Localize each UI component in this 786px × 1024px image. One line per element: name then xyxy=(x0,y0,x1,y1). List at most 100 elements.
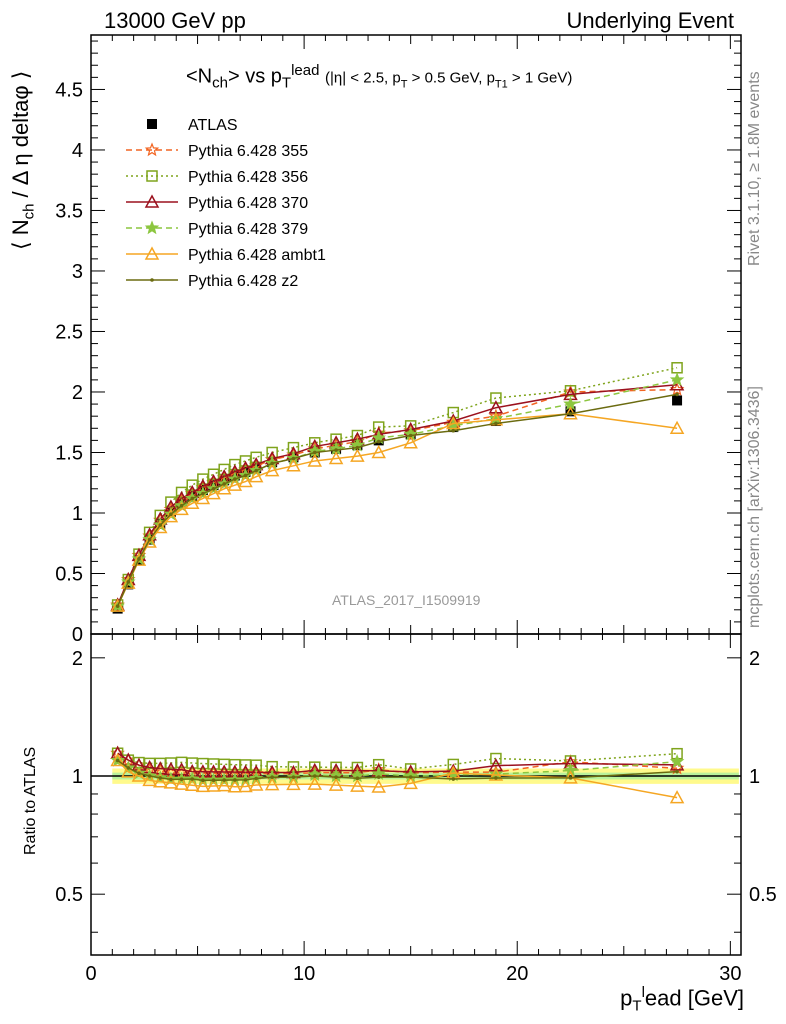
xlabel-sub: T xyxy=(632,997,642,1015)
data-point-ambt1 xyxy=(669,420,685,435)
title-cuts-sub1: T xyxy=(400,78,408,91)
data-point-z2 xyxy=(568,411,573,416)
x-tick-label: 20 xyxy=(506,963,528,985)
ratio-point-z2 xyxy=(179,777,184,781)
data-point-z2 xyxy=(243,473,248,478)
title-sup: lead xyxy=(291,62,320,79)
series-line-ambt1 xyxy=(116,413,678,607)
ratio-point-ambt1 xyxy=(216,778,232,792)
data-point-z2 xyxy=(355,445,360,450)
main-y-tick-label: 1.5 xyxy=(55,442,83,464)
data-point-ambt1 xyxy=(238,473,253,488)
ratio-point-ambt1 xyxy=(371,779,386,793)
header-left: 13000 GeV pp xyxy=(104,8,246,33)
ratio-point-ambt1 xyxy=(307,776,323,790)
ratio-point-z2 xyxy=(675,769,679,774)
legend-marker-p355 xyxy=(144,142,160,157)
data-point-ambt1 xyxy=(227,477,243,491)
legend-entry-label: Pythia 6.428 370 xyxy=(188,195,308,212)
ratio-point-ambt1 xyxy=(264,777,280,791)
title-cuts-mid: > 0.5 GeV, p xyxy=(407,69,495,87)
ylabel-b: / Δ η deltaφ ⟩ xyxy=(8,70,33,204)
data-point-z2 xyxy=(233,477,237,481)
x-tick-label: 10 xyxy=(293,963,315,985)
ratio-point-ambt1 xyxy=(227,779,243,793)
x-tick-label: 30 xyxy=(719,963,741,985)
ratio-point-ambt1 xyxy=(163,775,179,789)
ratio-point-z2 xyxy=(408,775,413,779)
data-point-ambt1 xyxy=(152,519,168,534)
data-point-ambt1 xyxy=(371,444,386,459)
data-point-ambt1 xyxy=(184,495,200,510)
legend-marker-atlas xyxy=(147,119,157,129)
ratio-y-tick-label-right: 0.5 xyxy=(749,884,777,906)
ratio-point-z2 xyxy=(494,776,498,780)
legend-marker-ambt1 xyxy=(144,246,160,260)
data-point-z2 xyxy=(222,482,226,486)
main-y-tick-label: 2.5 xyxy=(55,321,83,343)
ylabel-a: ⟨ N xyxy=(8,219,33,250)
data-point-ambt1 xyxy=(195,490,211,505)
main-y-tick-label: 0 xyxy=(72,624,83,646)
ratio-point-z2 xyxy=(158,776,163,780)
ratio-point-z2 xyxy=(334,775,338,779)
ratio-plot-frame xyxy=(90,633,742,956)
ratio-point-ambt1 xyxy=(110,752,125,767)
ratio-point-z2 xyxy=(355,776,360,781)
ratio-point-z2 xyxy=(137,771,141,776)
title-cuts-end: > 1 GeV) xyxy=(507,69,573,87)
ratio-point-z2 xyxy=(126,766,131,770)
data-point-z2 xyxy=(270,461,274,466)
ratio-point-z2 xyxy=(201,778,205,783)
data-point-z2 xyxy=(115,604,120,608)
legend-marker-p370 xyxy=(144,194,160,208)
mcplots-label: mcplots.cern.ch [arXiv:1306.3436] xyxy=(746,386,763,628)
data-point-z2 xyxy=(675,392,679,397)
data-point-z2 xyxy=(126,580,131,584)
data-point-ambt1 xyxy=(286,458,301,472)
title-main: <N xyxy=(186,65,213,88)
title-sub2: T xyxy=(281,74,292,92)
data-point-z2 xyxy=(147,537,152,542)
main-y-tick-label: 0.5 xyxy=(55,563,83,585)
x-axis-label: pTlead [GeV] xyxy=(620,984,744,1015)
ratio-point-z2 xyxy=(312,774,317,778)
data-point-z2 xyxy=(158,523,163,527)
data-point-z2 xyxy=(451,428,456,433)
main-y-tick-label: 2 xyxy=(72,382,83,404)
legend-marker-z2 xyxy=(150,278,154,282)
data-point-ambt1 xyxy=(110,598,125,612)
data-point-z2 xyxy=(179,503,184,508)
ylabel-sub: ch xyxy=(20,203,38,220)
data-point-ambt1 xyxy=(121,575,136,589)
xlabel-b: ead [GeV] xyxy=(644,985,744,1011)
data-point-ambt1 xyxy=(248,469,264,483)
title-cuts-sub2: T1 xyxy=(494,78,508,91)
ratio-point-ambt1 xyxy=(669,790,685,804)
data-point-z2 xyxy=(312,450,317,455)
data-point-ambt1 xyxy=(350,448,365,462)
legend-entry-label: ATLAS xyxy=(188,117,238,134)
ratio-point-z2 xyxy=(254,776,258,781)
header-right: Underlying Event xyxy=(566,8,734,33)
title-cuts: (|η| < 2.5, p xyxy=(324,69,401,87)
title-main-rest: > vs p xyxy=(227,65,282,88)
legend-entry-label: Pythia 6.428 z2 xyxy=(188,273,298,290)
main-y-tick-label: 1 xyxy=(72,503,83,525)
data-point-z2 xyxy=(254,468,258,473)
data-point-p379 xyxy=(488,410,504,425)
ratio-point-p379 xyxy=(669,753,685,768)
ratio-y-tick-label: 1 xyxy=(72,766,83,788)
data-point-z2 xyxy=(376,439,381,444)
data-point-z2 xyxy=(291,456,296,461)
ratio-point-ambt1 xyxy=(206,778,221,792)
ratio-point-z2 xyxy=(211,778,216,783)
ratio-point-z2 xyxy=(291,775,296,779)
title-sub: ch xyxy=(212,74,228,92)
y-axis-label: ⟨ Nch / Δ η deltaφ ⟩ xyxy=(8,71,37,250)
data-point-z2 xyxy=(334,448,338,452)
data-point-atlas xyxy=(565,406,576,417)
ratio-line-p356 xyxy=(117,752,678,770)
data-point-z2 xyxy=(201,491,205,496)
